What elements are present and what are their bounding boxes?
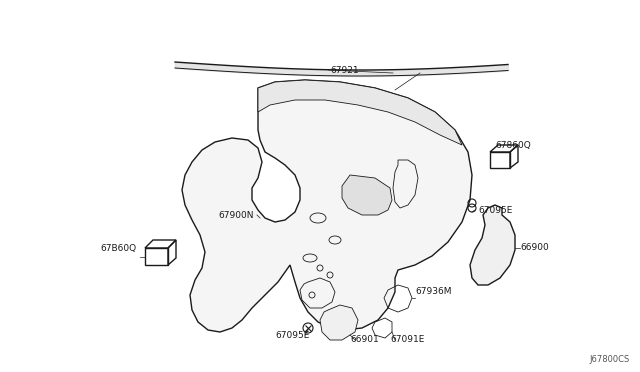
Text: 67095E: 67095E <box>478 205 513 215</box>
Text: 67B60Q: 67B60Q <box>100 244 136 253</box>
Text: 66901: 66901 <box>350 336 379 344</box>
Text: 67860Q: 67860Q <box>495 141 531 150</box>
Text: 67900N: 67900N <box>218 211 253 219</box>
Text: 67095E: 67095E <box>275 330 309 340</box>
Polygon shape <box>342 175 392 215</box>
Polygon shape <box>320 305 358 340</box>
Text: 66900: 66900 <box>520 244 548 253</box>
Polygon shape <box>258 80 462 145</box>
Text: 67921: 67921 <box>330 65 358 74</box>
Polygon shape <box>470 205 515 285</box>
Text: J67800CS: J67800CS <box>589 355 630 364</box>
Polygon shape <box>182 80 472 332</box>
Text: 67091E: 67091E <box>390 336 424 344</box>
Text: 67936M: 67936M <box>415 288 451 296</box>
